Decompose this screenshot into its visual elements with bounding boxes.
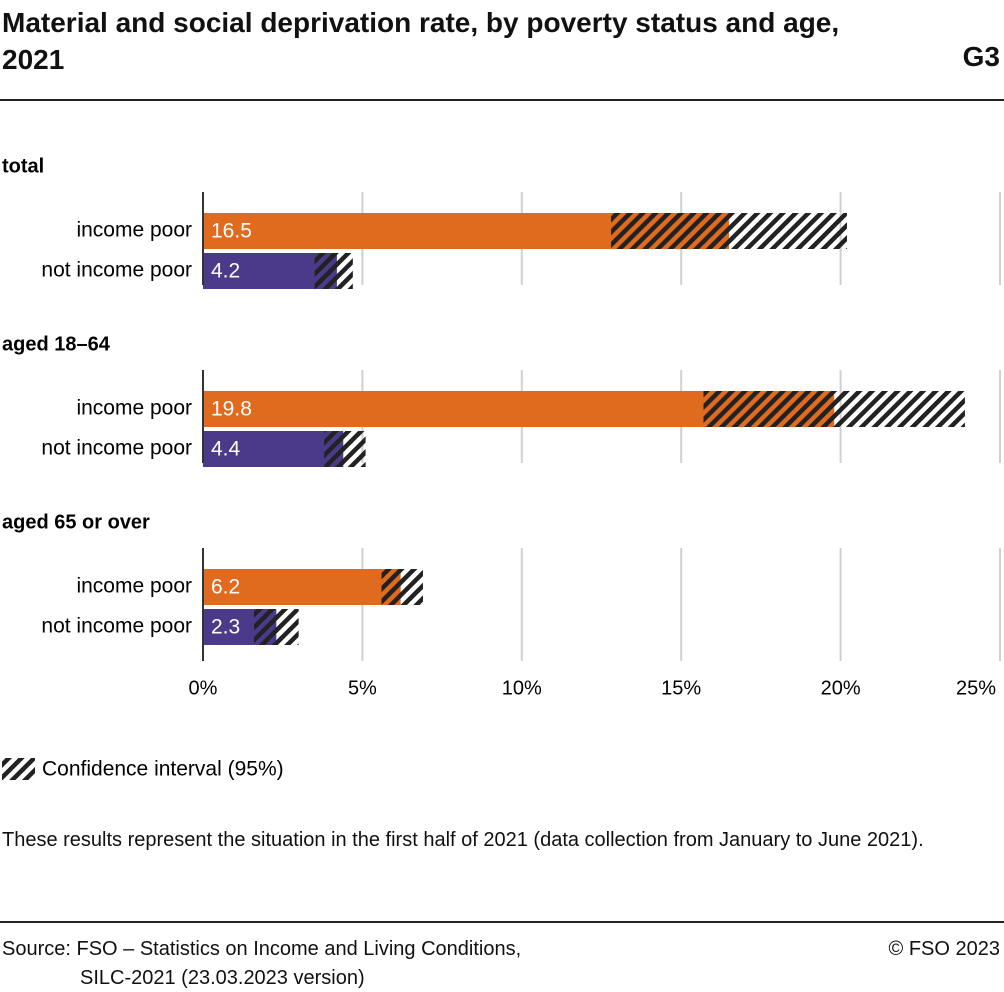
figure-id: G3 [962,41,1000,72]
rule [0,99,1004,101]
value-label: 19.8 [211,398,252,421]
bar [203,569,401,605]
legend-label: Confidence interval (95%) [42,758,284,781]
confidence-interval [381,569,423,605]
source: SILC-2021 (23.03.2023 version) [80,967,365,989]
title: Material and social deprivation rate, by… [2,7,840,75]
value-label: 2.3 [211,616,240,639]
confidence-interval [611,213,847,249]
confidence-interval [324,431,366,467]
confidence-interval [703,391,965,427]
value-label: 16.5 [211,220,252,243]
confidence-interval [254,609,299,645]
value-label: 6.2 [211,576,240,599]
category-label: not income poor [41,259,192,282]
value-label: 4.2 [211,260,240,283]
note: These results represent the situation in… [2,829,924,851]
bar [203,431,344,467]
confidence-interval [314,253,353,289]
category-label: not income poor [41,437,192,460]
category-label: income poor [76,397,192,420]
x-tick-label: 20% [821,677,861,699]
source: Source: FSO – Statistics on Income and L… [2,938,522,960]
group-title: total [2,155,44,177]
category-label: not income poor [41,615,192,638]
category-label: income poor [76,219,192,242]
x-tick-label: 15% [661,677,701,699]
group-title: aged 18–64 [2,333,111,355]
x-tick-label: 25% [956,677,996,699]
rule [0,921,1004,923]
group-title: aged 65 or over [2,511,150,533]
category-label: income poor [76,575,192,598]
x-tick-label: 10% [502,677,542,699]
x-tick-label: 5% [348,677,377,699]
x-tick-label: 0% [189,677,218,699]
legend-swatch [2,758,35,780]
copyright: © FSO 2023 [888,938,1000,960]
value-label: 4.4 [211,438,241,461]
